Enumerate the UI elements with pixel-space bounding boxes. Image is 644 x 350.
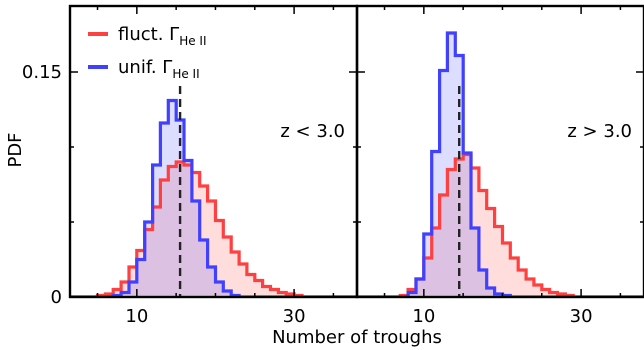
x-axis-label: Number of troughs — [272, 327, 442, 348]
panels-layer: 10 30 z < 3.0 0 0.15 10 30 z > 3.0 — [22, 4, 644, 327]
plot-area-1 — [70, 86, 357, 297]
plot-area-2 — [357, 31, 644, 297]
redshift-annotation: z > 3.0 — [567, 121, 632, 142]
x-tick-label: 10 — [412, 306, 435, 327]
panel-1: 10 30 z < 3.0 0 0.15 — [22, 4, 359, 327]
axes-frame — [355, 4, 644, 299]
y-axis-label: PDF — [5, 132, 26, 167]
y-tick-label: 0.15 — [22, 62, 62, 83]
hist-line-unif — [70, 98, 357, 297]
hist-line-fluct — [70, 160, 357, 297]
x-tick-label: 10 — [125, 306, 148, 327]
legend-entry-unif: unif. ΓHe II — [118, 57, 200, 81]
hist-fill-fluct — [70, 162, 357, 297]
x-tick-label: 30 — [570, 306, 593, 327]
panel-2: 10 30 z > 3.0 — [355, 4, 644, 327]
redshift-annotation: z < 3.0 — [280, 121, 345, 142]
legend: fluct. ΓHe II unif. ΓHe II — [88, 24, 207, 81]
y-tick-label: 0 — [51, 287, 62, 308]
hist-line-unif — [357, 31, 644, 297]
hist-fill-fluct — [357, 154, 644, 297]
x-tick-label: 30 — [283, 306, 306, 327]
legend-entry-fluct: fluct. ΓHe II — [118, 24, 207, 48]
